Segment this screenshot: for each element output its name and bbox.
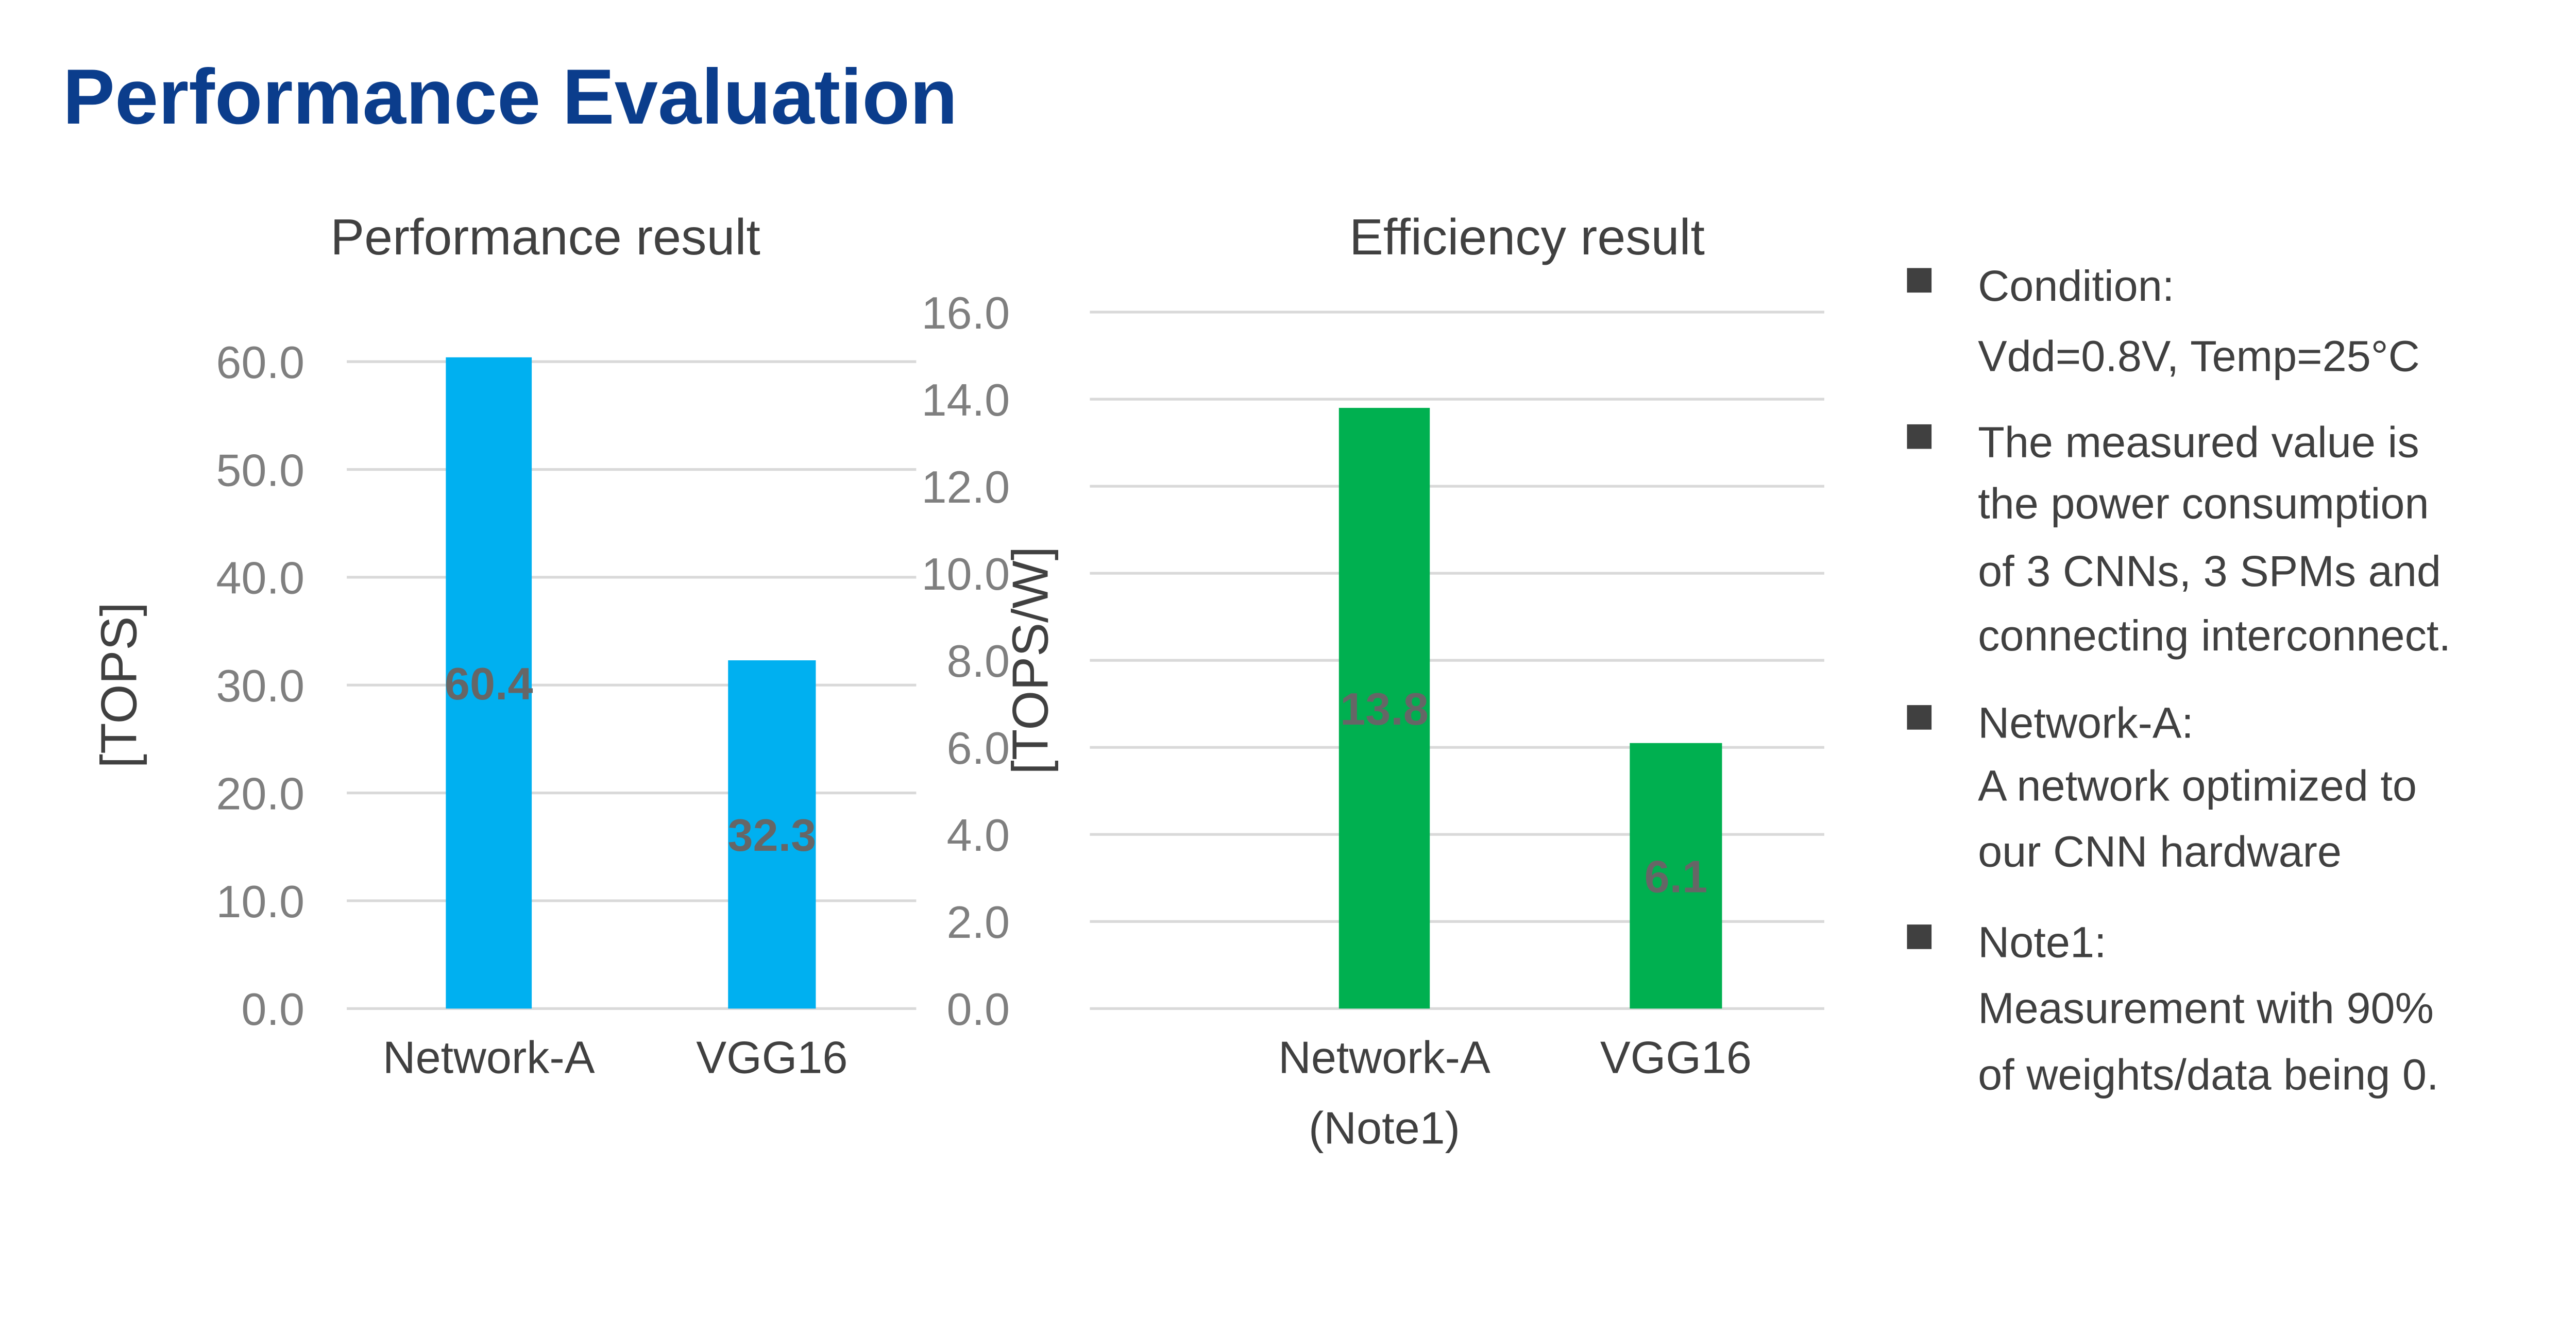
y-tick-label: 12.0 <box>921 461 1010 512</box>
y-tick-label: 2.0 <box>947 897 1010 948</box>
y-tick-label: 0.0 <box>947 984 1010 1035</box>
bullet-square-icon <box>1907 924 1932 949</box>
chart-title: Efficiency result <box>1349 209 1705 265</box>
y-axis-label: [TOPS] <box>91 602 147 768</box>
y-tick-label: 16.0 <box>921 287 1010 338</box>
x-tick-label: (Note1) <box>1309 1102 1460 1153</box>
note-text: Condition: <box>1978 261 2174 310</box>
notes-list: Condition: Vdd=0.8V, Temp=25°C The measure… <box>1907 261 2451 1099</box>
y-tick-label: 60.0 <box>216 337 304 388</box>
note-text: of weights/data being 0. <box>1978 1050 2438 1099</box>
efficiency-chart: Efficiency result 0.0 2.0 4.0 6.0 8.0 10.0 12.0… <box>921 209 1824 1153</box>
y-axis-label: [TOPS/W] <box>1002 546 1058 775</box>
y-tick-label: 8.0 <box>947 636 1010 687</box>
note-item: Network-A: A network optimized to our CNN … <box>1907 698 2417 876</box>
x-tick-label: VGG16 <box>696 1032 848 1083</box>
y-tick-label: 0.0 <box>241 984 304 1035</box>
y-tick-label: 40.0 <box>216 553 304 604</box>
y-tick-label: 10.0 <box>921 548 1010 599</box>
note-text: A network optimized to <box>1978 761 2417 810</box>
note-text: of 3 CNNs, 3 SPMs and <box>1978 546 2441 595</box>
data-label: 32.3 <box>727 810 816 861</box>
bullet-square-icon <box>1907 705 1932 730</box>
bullet-square-icon <box>1907 268 1932 293</box>
y-tick-label: 10.0 <box>216 876 304 927</box>
data-label: 6.1 <box>1645 851 1708 902</box>
note-text: Note1: <box>1978 918 2106 967</box>
bar <box>728 660 816 1009</box>
note-text: our CNN hardware <box>1978 827 2342 876</box>
y-tick-label: 30.0 <box>216 660 304 711</box>
y-tick-label: 50.0 <box>216 444 304 495</box>
x-tick-label: Network-A <box>383 1032 595 1083</box>
bar <box>1338 407 1430 1009</box>
x-tick-label: Network-A <box>1278 1032 1490 1083</box>
performance-chart: Performance result 0.0 10.0 20.0 30.0 40.0 50.… <box>91 209 917 1083</box>
data-label: 60.4 <box>445 658 533 709</box>
bullet-square-icon <box>1907 424 1932 449</box>
note-item: Note1: Measurement with 90% of weights/dat… <box>1907 918 2438 1099</box>
note-text: The measured value is <box>1978 417 2419 466</box>
bar <box>446 357 532 1009</box>
y-tick-label: 6.0 <box>947 723 1010 774</box>
y-tick-label: 20.0 <box>216 768 304 819</box>
note-text: Vdd=0.8V, Temp=25°C <box>1978 332 2420 381</box>
y-tick-label: 4.0 <box>947 810 1010 861</box>
data-label: 13.8 <box>1340 683 1429 734</box>
note-item: Condition: Vdd=0.8V, Temp=25°C <box>1907 261 2420 381</box>
chart-title: Performance result <box>330 209 760 265</box>
bar <box>1630 743 1722 1009</box>
y-tick-label: 14.0 <box>921 374 1010 425</box>
note-item: The measured value is the power consumpti… <box>1907 417 2451 660</box>
slide-title: Performance Evaluation <box>63 54 958 141</box>
note-text: the power consumption <box>1978 479 2429 528</box>
note-text: Measurement with 90% <box>1978 984 2434 1033</box>
note-text: connecting interconnect. <box>1978 611 2451 660</box>
note-text: Network-A: <box>1978 698 2194 747</box>
slide: Performance Evaluation Performance resul… <box>63 54 2451 1153</box>
x-tick-label: VGG16 <box>1600 1032 1752 1083</box>
